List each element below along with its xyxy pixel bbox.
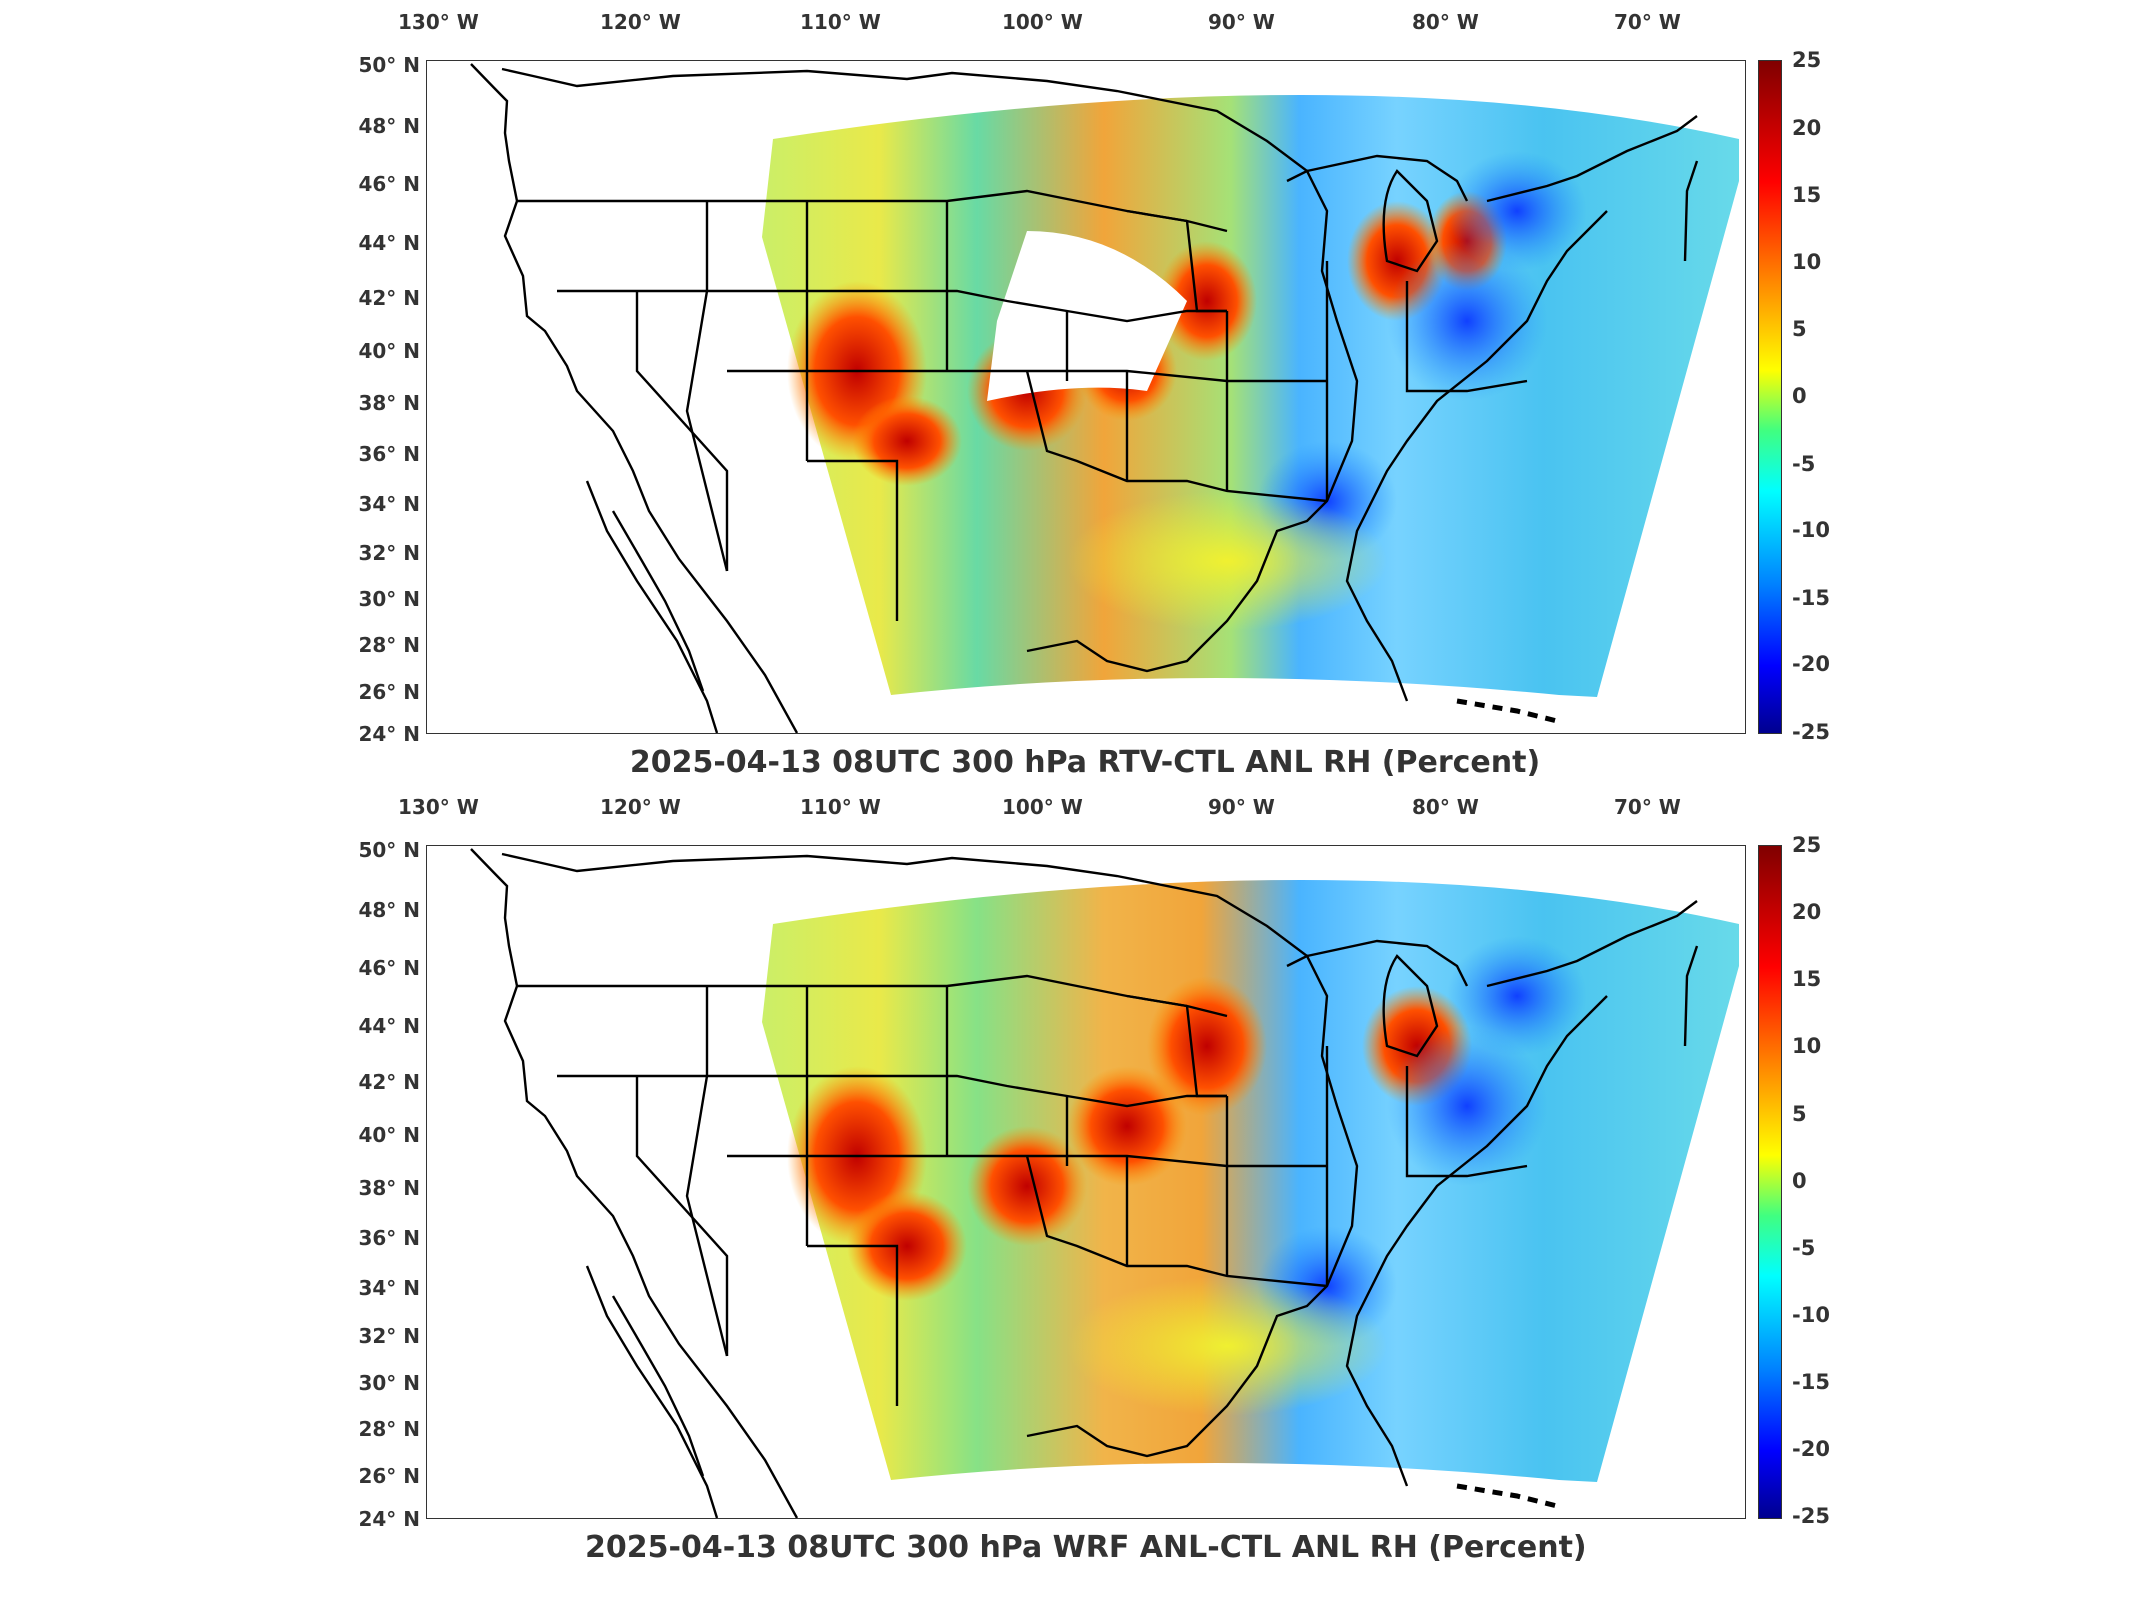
lat-label: 42° N <box>358 286 420 310</box>
lon-label: 100° W <box>1002 10 1083 34</box>
lon-label: 130° W <box>398 10 479 34</box>
lon-label: 90° W <box>1208 795 1275 819</box>
lon-label: 70° W <box>1614 10 1681 34</box>
colorbar-tick: 0 <box>1792 384 1807 408</box>
lat-label: 38° N <box>358 1176 420 1200</box>
lon-label: 110° W <box>800 795 881 819</box>
lat-label: 24° N <box>358 722 420 746</box>
lat-label: 38° N <box>358 391 420 415</box>
colorbar-tick: -15 <box>1792 1370 1830 1394</box>
coastlines-borders <box>470 63 1699 733</box>
colorbar-tick: -10 <box>1792 1303 1830 1327</box>
panel-bottom: 130° W 120° W 110° W 100° W 90° W 80° W … <box>0 790 2133 1600</box>
colorbar-top <box>1758 60 1782 734</box>
lat-label: 48° N <box>358 898 420 922</box>
colorbar-tick: -25 <box>1792 1504 1830 1528</box>
cuba-coast <box>1456 698 1558 724</box>
colorbar-tick: 5 <box>1792 1102 1807 1126</box>
colorbar-tick: -20 <box>1792 652 1830 676</box>
map-svg-bottom <box>470 848 1739 1518</box>
lat-label: 32° N <box>358 1324 420 1348</box>
lat-label: 46° N <box>358 172 420 196</box>
colorbar-tick: -5 <box>1792 452 1816 476</box>
lat-label: 50° N <box>358 838 420 862</box>
lon-label: 70° W <box>1614 795 1681 819</box>
lon-label: 100° W <box>1002 795 1083 819</box>
colorbar-tick: -25 <box>1792 720 1830 744</box>
lon-label: 110° W <box>800 10 881 34</box>
lat-label: 34° N <box>358 492 420 516</box>
panel-title-bottom: 2025-04-13 08UTC 300 hPa WRF ANL-CTL ANL… <box>585 1530 1587 1565</box>
lon-label: 90° W <box>1208 10 1275 34</box>
colorbar-tick: 20 <box>1792 900 1822 924</box>
lat-label: 30° N <box>358 587 420 611</box>
colorbar-tick: 5 <box>1792 317 1807 341</box>
lat-label: 30° N <box>358 1371 420 1395</box>
lat-label: 40° N <box>358 1123 420 1147</box>
lat-label: 28° N <box>358 1417 420 1441</box>
colorbar-tick: 15 <box>1792 183 1822 207</box>
map-svg-top <box>470 63 1739 733</box>
lat-label: 34° N <box>358 1276 420 1300</box>
lat-label: 26° N <box>358 680 420 704</box>
lat-label: 26° N <box>358 1464 420 1488</box>
lat-label: 28° N <box>358 633 420 657</box>
missing-data-patch <box>987 231 1187 401</box>
lat-label: 40° N <box>358 339 420 363</box>
colorbar-tick: 10 <box>1792 250 1822 274</box>
colorbar-tick: 25 <box>1792 48 1822 72</box>
lat-label: 36° N <box>358 1226 420 1250</box>
colorbar-tick: 0 <box>1792 1169 1807 1193</box>
lon-label: 120° W <box>600 795 681 819</box>
lat-label: 46° N <box>358 956 420 980</box>
colorbar-tick: -15 <box>1792 586 1830 610</box>
cuba-coast <box>1456 1483 1558 1509</box>
panel-top: 130° W 120° W 110° W 100° W 90° W 80° W … <box>0 0 2133 790</box>
colorbar-tick: -20 <box>1792 1437 1830 1461</box>
lat-label: 44° N <box>358 231 420 255</box>
colorbar-tick: 15 <box>1792 967 1822 991</box>
lon-label: 120° W <box>600 10 681 34</box>
panel-title-top: 2025-04-13 08UTC 300 hPa RTV-CTL ANL RH … <box>629 745 1541 780</box>
map-plot-bottom <box>426 845 1746 1519</box>
lat-label: 50° N <box>358 53 420 77</box>
lat-label: 44° N <box>358 1014 420 1038</box>
colorbar-tick: 20 <box>1792 116 1822 140</box>
lon-label: 130° W <box>398 795 479 819</box>
lat-label: 48° N <box>358 114 420 138</box>
colorbar-tick: -5 <box>1792 1236 1816 1260</box>
lat-label: 36° N <box>358 442 420 466</box>
lat-label: 32° N <box>358 541 420 565</box>
lat-label: 42° N <box>358 1070 420 1094</box>
coastlines-borders <box>470 848 1699 1518</box>
colorbar-tick: -10 <box>1792 518 1830 542</box>
map-plot-top <box>426 60 1746 734</box>
lon-label: 80° W <box>1412 10 1479 34</box>
lon-label: 80° W <box>1412 795 1479 819</box>
lat-label: 24° N <box>358 1507 420 1531</box>
colorbar-tick: 10 <box>1792 1034 1822 1058</box>
colorbar-bottom <box>1758 845 1782 1519</box>
colorbar-tick: 25 <box>1792 833 1822 857</box>
